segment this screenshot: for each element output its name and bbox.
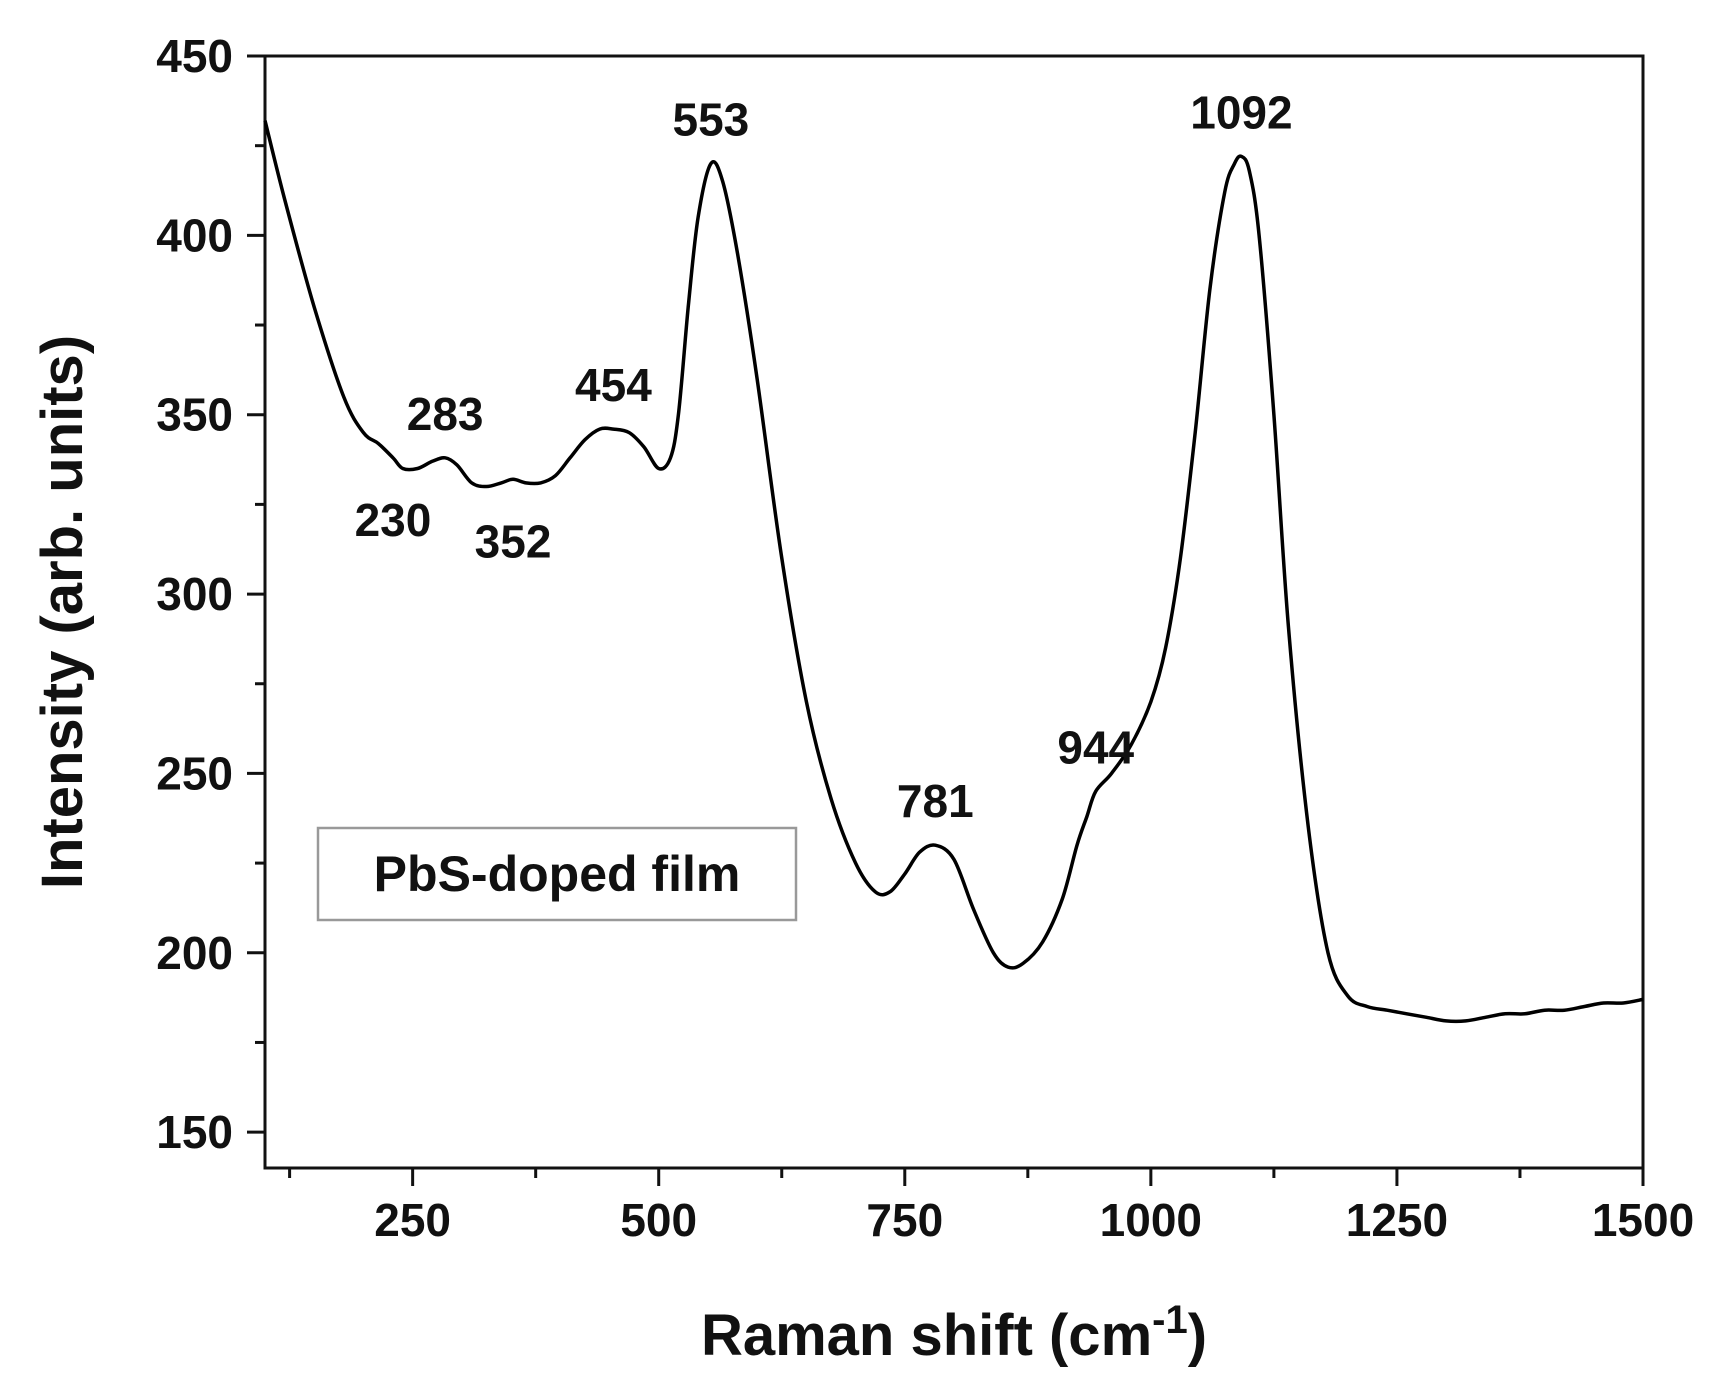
x-tick-label: 1500 [1592, 1194, 1694, 1246]
peak-label-454: 454 [575, 359, 652, 411]
y-tick-label: 350 [156, 389, 233, 441]
peak-label-944: 944 [1057, 721, 1134, 773]
peak-label-1092: 1092 [1190, 86, 1292, 138]
x-tick-label: 500 [620, 1194, 697, 1246]
x-tick-label: 750 [866, 1194, 943, 1246]
plot-frame [263, 54, 1645, 1170]
peak-label-352: 352 [475, 515, 552, 567]
peak-label-781: 781 [897, 775, 974, 827]
peak-label-553: 553 [673, 94, 750, 146]
x-axis-ticks: 250 500 750 1000 1250 1500 [288, 1168, 1694, 1246]
peak-label-283: 283 [407, 388, 484, 440]
peak-labels: 230 283 352 454 553 781 944 1092 [355, 86, 1293, 827]
y-tick-label: 300 [156, 568, 233, 620]
y-axis-ticks: 150 200 250 300 350 400 450 [156, 30, 265, 1158]
y-tick-label: 400 [156, 209, 233, 261]
y-tick-label: 150 [156, 1106, 233, 1158]
peak-label-230: 230 [355, 494, 432, 546]
legend-box: PbS-doped film [316, 826, 798, 922]
y-tick-label: 250 [156, 747, 233, 799]
y-tick-label: 450 [156, 30, 233, 82]
y-axis-title: Intensity (arb. units) [30, 335, 95, 889]
series-line [263, 120, 1644, 1024]
x-tick-label: 250 [374, 1194, 451, 1246]
x-tick-label: 1000 [1100, 1194, 1202, 1246]
y-tick-label: 200 [156, 927, 233, 979]
x-tick-label: 1250 [1346, 1194, 1448, 1246]
x-axis-title: Raman shift (cm-1) [701, 1298, 1207, 1368]
legend-text: PbS-doped film [374, 846, 741, 902]
